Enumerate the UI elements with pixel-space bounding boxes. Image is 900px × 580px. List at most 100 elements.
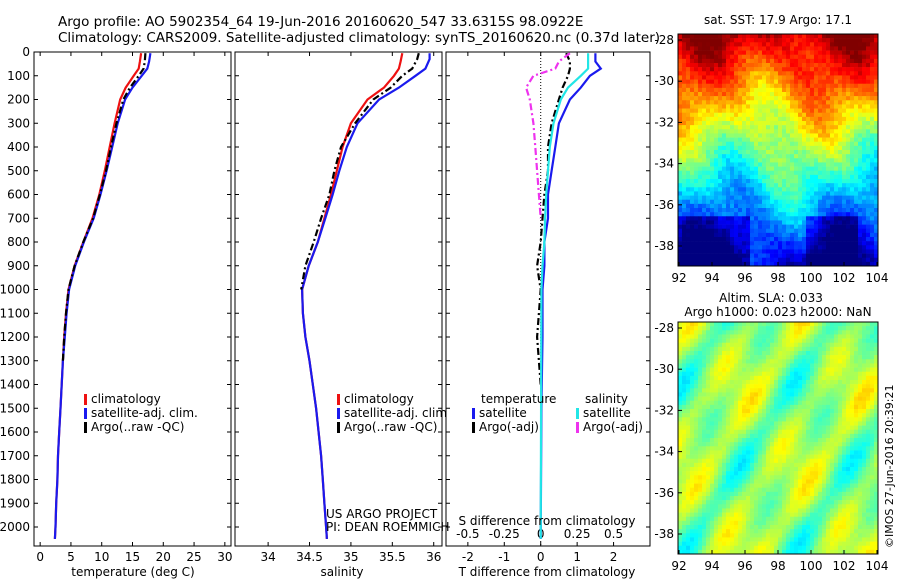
p-sst-cell <box>838 150 843 155</box>
p-sst-cell <box>810 183 815 188</box>
p-sst-cell <box>702 241 707 246</box>
p-sst-cell <box>854 133 859 138</box>
p-sla-cell <box>738 351 743 356</box>
p-sst-cell <box>850 34 855 39</box>
p-sst-cell <box>770 38 775 43</box>
p-sst-cell <box>710 191 715 196</box>
p-sst-cell <box>746 224 751 230</box>
p-sla-cell <box>754 326 759 331</box>
p-sst-cell <box>862 96 867 101</box>
p-sst-cell <box>846 191 851 196</box>
p-sla-cell <box>770 450 775 455</box>
p-sst-cell <box>766 50 771 56</box>
difference-xtick-label: -1 <box>498 550 510 564</box>
p-sla-cell <box>798 388 803 393</box>
p-sst-cell <box>862 121 867 126</box>
p-sla-cell <box>730 479 735 484</box>
p-sst-cell <box>798 212 803 217</box>
p-sst-cell <box>850 162 855 167</box>
p-sla-cell <box>746 367 751 373</box>
p-sla-cell <box>686 367 691 373</box>
p-sst-cell <box>706 245 711 250</box>
p-sst-cell <box>786 100 791 105</box>
p-sst-cell <box>846 133 851 138</box>
p-sst-cell <box>782 116 787 122</box>
p-sst-cell <box>842 179 847 184</box>
p-sst-cell <box>786 112 791 118</box>
p-sla-cell <box>686 334 691 339</box>
p-sla-cell <box>826 359 831 364</box>
p-sst-cell <box>698 133 703 138</box>
p-sst-cell <box>854 38 859 43</box>
p-sla-cell <box>678 421 683 426</box>
p-sst-cell <box>806 261 811 267</box>
p-sst-cell <box>854 67 859 72</box>
p-sla-cell <box>834 471 839 476</box>
p-sla-cell <box>786 380 791 385</box>
p-sst-cell <box>750 92 755 97</box>
p-sst-cell <box>790 58 795 64</box>
p-sst-cell <box>766 133 771 138</box>
p-sst-cell <box>710 166 715 172</box>
p-sst-cell <box>754 179 759 184</box>
p-sst-cell <box>798 245 803 250</box>
p-sla-cell <box>866 392 871 397</box>
p-sst-cell <box>858 261 863 267</box>
p-sst-cell <box>790 75 795 80</box>
p-sla-cell <box>734 471 739 476</box>
p-sla-cell <box>778 363 783 368</box>
p-sla-cell <box>778 338 783 344</box>
p-sst-cell <box>846 71 851 76</box>
p-sst-cell <box>734 42 739 47</box>
p-sla-cell <box>806 363 811 368</box>
p-sst-cell <box>766 67 771 72</box>
p-sla-cell <box>710 363 715 368</box>
p-sst-cell <box>750 253 755 259</box>
p-sst-cell <box>738 38 743 43</box>
p-sla-cell <box>730 375 735 381</box>
p-sst-cell <box>770 253 775 259</box>
p-sla-cell <box>850 380 855 385</box>
p-sst-cell <box>682 108 687 114</box>
p-sst-cell <box>778 195 783 201</box>
p-sst-cell <box>850 50 855 56</box>
p-sst-cell <box>858 203 863 209</box>
p-sla-cell <box>702 417 707 422</box>
p-sst-cell <box>838 224 843 230</box>
p-sst-cell <box>678 199 683 205</box>
p-sla-cell <box>834 442 839 447</box>
p-sla-cell <box>702 442 707 447</box>
p-sla-cell <box>830 330 835 335</box>
p-sst-cell <box>774 158 779 163</box>
p-sst-cell <box>686 174 691 180</box>
p-sst-cell <box>826 174 831 180</box>
p-sla-cell <box>874 409 879 414</box>
p-sla-cell <box>790 367 795 373</box>
p-sla-cell <box>786 442 791 447</box>
p-sla-cell <box>870 346 875 352</box>
p-sla-cell <box>794 400 799 406</box>
p-sla-cell <box>850 338 855 344</box>
p-sst-cell <box>834 237 839 242</box>
p-sst-cell <box>730 237 735 242</box>
p-sst-cell <box>870 42 875 47</box>
p-sla-cell <box>870 400 875 406</box>
p-sst-cell <box>702 79 707 85</box>
p-sla-cell <box>770 471 775 476</box>
difference-xtick-label: 2 <box>610 550 618 564</box>
p-sla-cell <box>834 355 839 360</box>
p-sst-cell <box>838 170 843 176</box>
p-sst-cell <box>866 50 871 56</box>
p-sla-cell <box>854 359 859 364</box>
p-sst-cell <box>786 212 791 217</box>
p-sst-cell <box>786 67 791 72</box>
p-sst-cell <box>714 166 719 172</box>
p-sst-cell <box>850 174 855 180</box>
p-sla-cell <box>806 338 811 344</box>
p-sla-cell <box>718 363 723 368</box>
p-sst-cell <box>762 187 767 192</box>
p-sla-cell <box>786 446 791 451</box>
p-sst-cell <box>874 67 879 72</box>
p-sst-cell <box>678 203 683 209</box>
p-sla-cell <box>738 417 743 422</box>
